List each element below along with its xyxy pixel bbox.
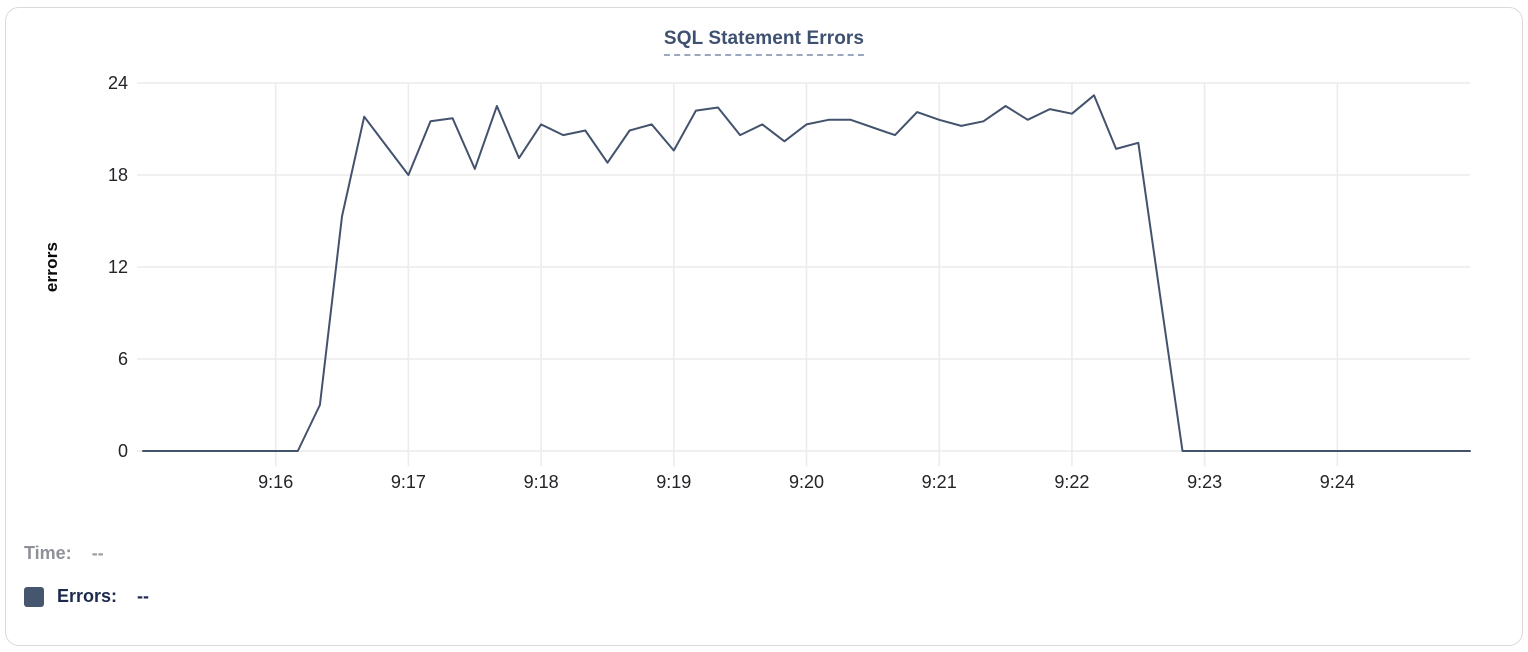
errors-value: -- [137,586,150,606]
svg-text:9:21: 9:21 [922,472,957,492]
hover-time-readout: Time: -- [24,543,104,564]
svg-text:18: 18 [108,165,128,185]
svg-text:9:20: 9:20 [789,472,824,492]
errors-legend-label: Errors: [57,586,118,606]
chart-title-link[interactable]: SQL Statement Errors [663,28,865,56]
svg-text:9:17: 9:17 [391,472,426,492]
svg-text:6: 6 [118,349,128,369]
svg-text:9:24: 9:24 [1320,472,1355,492]
errors-legend-item[interactable]: Errors: -- [24,586,149,607]
svg-text:9:16: 9:16 [258,472,293,492]
errors-legend-swatch [24,586,44,607]
svg-text:0: 0 [118,441,128,461]
chart-card [5,7,1523,646]
svg-text:24: 24 [108,73,128,93]
svg-text:9:18: 9:18 [524,472,559,492]
sql-errors-line-chart[interactable]: 0 6 12 18 24 9:16 9:17 9:18 9:19 9:20 9:21 9:22 9:23… [0,0,1528,512]
time-label: Time: [24,543,72,563]
svg-text:9:22: 9:22 [1054,472,1089,492]
svg-text:12: 12 [108,257,128,277]
time-value: -- [91,543,104,563]
svg-text:9:19: 9:19 [656,472,691,492]
svg-text:9:23: 9:23 [1187,472,1222,492]
